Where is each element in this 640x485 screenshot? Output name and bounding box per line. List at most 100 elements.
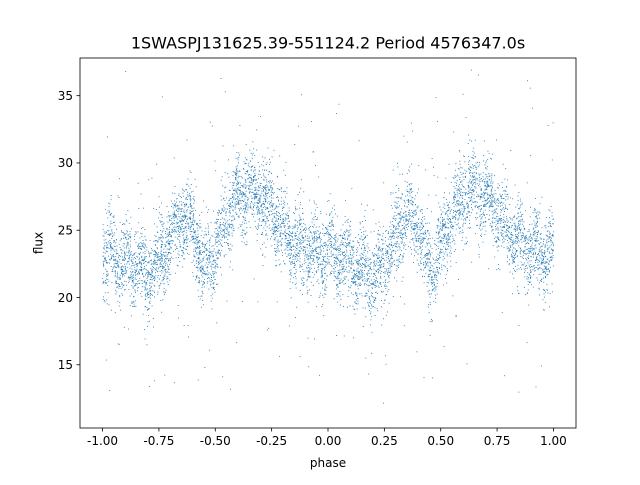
data-point <box>355 274 357 276</box>
data-point <box>201 211 203 213</box>
data-point <box>153 250 155 252</box>
data-point <box>434 274 436 276</box>
data-point <box>516 204 518 206</box>
data-point <box>103 255 105 257</box>
data-point <box>474 156 476 158</box>
data-point <box>529 277 531 279</box>
data-point <box>262 173 264 175</box>
data-point <box>221 231 223 233</box>
data-point <box>166 248 168 250</box>
data-point <box>226 233 228 235</box>
data-point <box>172 192 173 194</box>
data-point <box>471 176 473 178</box>
data-point <box>398 221 400 223</box>
data-point <box>149 285 151 286</box>
data-point <box>428 293 430 295</box>
data-point <box>435 248 437 250</box>
data-point <box>552 256 554 258</box>
data-point <box>459 177 461 179</box>
data-point <box>447 234 449 236</box>
data-point <box>192 275 194 277</box>
data-point <box>500 221 502 223</box>
data-point <box>450 242 452 244</box>
data-point <box>480 221 482 223</box>
data-point <box>244 184 246 186</box>
data-point <box>203 237 205 238</box>
data-point <box>195 267 197 268</box>
data-point <box>169 252 170 253</box>
data-point <box>529 251 531 253</box>
data-point <box>503 237 505 239</box>
data-point <box>182 215 184 217</box>
data-point <box>191 221 193 223</box>
data-point <box>129 295 131 297</box>
data-point <box>511 225 513 227</box>
data-point <box>352 305 354 307</box>
data-point <box>148 273 150 275</box>
data-point <box>170 215 172 217</box>
data-point <box>334 235 336 236</box>
data-point <box>553 245 554 247</box>
data-point <box>462 211 464 213</box>
data-point <box>177 230 179 232</box>
data-point <box>220 199 222 201</box>
data-point <box>395 225 397 227</box>
data-point <box>307 274 309 276</box>
data-point <box>462 201 464 202</box>
data-point <box>373 301 375 303</box>
data-point <box>445 226 447 228</box>
data-point <box>468 134 470 136</box>
data-point <box>173 216 175 218</box>
data-point <box>376 268 378 270</box>
data-point <box>205 243 206 245</box>
data-point <box>148 273 150 275</box>
data-point <box>455 169 456 171</box>
data-point <box>423 263 425 265</box>
data-point <box>460 171 462 173</box>
data-point <box>526 182 528 184</box>
data-point <box>135 270 137 271</box>
data-point <box>152 269 154 271</box>
data-point <box>327 200 329 202</box>
data-point <box>475 162 477 164</box>
data-point <box>363 273 365 275</box>
data-point <box>433 281 434 283</box>
data-point <box>283 225 285 227</box>
data-point <box>499 214 501 216</box>
data-point <box>538 294 540 296</box>
data-point <box>339 254 341 256</box>
data-point <box>351 246 352 248</box>
data-point <box>400 229 402 231</box>
data-point <box>266 217 268 219</box>
data-point <box>229 189 230 191</box>
data-point <box>171 224 173 225</box>
data-point <box>404 229 406 231</box>
data-point <box>513 268 514 270</box>
data-point <box>303 218 304 220</box>
data-point <box>400 233 402 235</box>
data-point <box>381 258 383 260</box>
data-point <box>144 286 146 288</box>
data-point <box>400 219 402 221</box>
data-point <box>299 232 301 234</box>
data-point <box>336 278 338 280</box>
data-point <box>398 264 400 266</box>
data-point <box>287 228 289 230</box>
data-point <box>122 224 123 225</box>
data-point <box>165 244 167 246</box>
data-point <box>288 231 290 233</box>
data-point <box>367 272 369 274</box>
data-point <box>507 230 509 232</box>
data-point <box>199 267 201 269</box>
data-point <box>166 255 168 257</box>
data-point <box>550 257 552 259</box>
data-point <box>339 244 341 246</box>
data-point <box>526 259 528 261</box>
data-point <box>355 299 357 301</box>
data-point <box>218 244 220 246</box>
data-point <box>334 260 336 262</box>
data-point <box>540 252 542 254</box>
data-point <box>106 271 108 273</box>
data-point <box>334 270 336 272</box>
data-point <box>358 264 360 266</box>
